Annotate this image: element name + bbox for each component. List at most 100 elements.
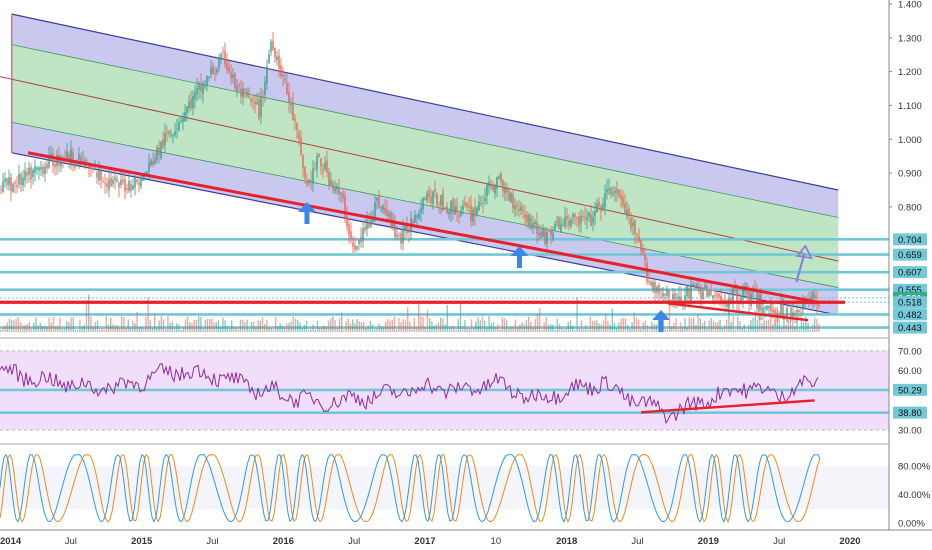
price-tag xyxy=(893,321,927,334)
candle-body xyxy=(436,193,438,206)
volume-bar xyxy=(455,329,457,332)
volume-bar xyxy=(90,316,92,332)
y-tick-label: 0.800 xyxy=(898,202,922,213)
candle-body xyxy=(422,197,424,210)
volume-bar xyxy=(79,319,81,332)
volume-bar xyxy=(145,317,147,332)
trendlines[interactable] xyxy=(0,151,845,322)
candle-body xyxy=(164,133,166,145)
volume-bar xyxy=(620,319,622,332)
volume-bar xyxy=(13,320,15,332)
candle-body xyxy=(560,224,562,232)
candle-body xyxy=(384,208,386,213)
channel-upper-line xyxy=(11,13,839,191)
candle-body xyxy=(44,166,46,174)
volume-bar xyxy=(26,324,28,332)
candle-body xyxy=(174,131,176,136)
candle-body xyxy=(646,263,648,282)
volume-bar xyxy=(189,321,191,332)
candle-body xyxy=(382,205,384,211)
candle-body xyxy=(400,233,402,244)
candle-body xyxy=(210,68,212,75)
candle-body xyxy=(710,290,712,296)
volume-bar xyxy=(550,324,552,332)
rsi-tick-label: 30.00 xyxy=(898,426,922,437)
volume-bar xyxy=(345,321,347,332)
volume-bar xyxy=(121,316,123,332)
price-panel[interactable] xyxy=(0,13,889,332)
volume-bar xyxy=(37,325,39,332)
volume-bar xyxy=(495,327,497,332)
volume-bar xyxy=(770,317,772,332)
volume-bar xyxy=(541,329,543,332)
descending-channel[interactable] xyxy=(0,13,839,316)
candle-body xyxy=(608,188,610,191)
volume-bar xyxy=(556,318,558,332)
candle-body xyxy=(488,182,490,187)
volume-bar xyxy=(613,322,616,332)
volume-bar xyxy=(99,329,101,332)
stoch-tick-label: 80.00% xyxy=(898,462,931,473)
volume-bar xyxy=(437,322,440,332)
volume-bar xyxy=(558,323,561,332)
candle-body xyxy=(340,192,342,195)
candle-body xyxy=(178,122,180,131)
rsi-panel[interactable] xyxy=(0,350,889,431)
candle-body xyxy=(442,193,444,211)
volume-bar xyxy=(255,326,257,332)
candle-body xyxy=(692,284,694,287)
volume-bar xyxy=(748,324,750,332)
volume-bar xyxy=(182,326,184,332)
volume-bar xyxy=(618,322,620,332)
candle-body xyxy=(312,168,314,184)
stochastic-panel[interactable] xyxy=(0,453,889,523)
candle-body xyxy=(432,191,434,204)
volume-bar xyxy=(149,319,151,332)
candle-body xyxy=(438,207,440,209)
volume-bar xyxy=(246,319,248,332)
candle-body xyxy=(10,177,12,192)
volume-bar xyxy=(666,329,668,332)
rsi-tick-label: 70.00 xyxy=(898,346,922,357)
candle-body xyxy=(62,161,64,163)
volume-bar xyxy=(393,316,396,332)
candle-body xyxy=(282,74,284,77)
candle-body xyxy=(336,186,338,190)
candle-body xyxy=(458,215,460,217)
candle-body xyxy=(614,190,616,193)
volume-bar xyxy=(715,322,717,332)
candle-body xyxy=(476,207,478,216)
volume-bar xyxy=(50,322,52,332)
volume-bar xyxy=(184,319,187,332)
volume-bar xyxy=(805,316,807,332)
candle-body xyxy=(528,214,530,225)
volume-bar xyxy=(629,328,631,332)
price-tag-label: 0.555 xyxy=(898,285,922,296)
candle-body xyxy=(66,151,68,159)
price-tags: 0.7040.6590.6070.5550.5310.5180.4820.443… xyxy=(893,233,927,419)
volume-bar xyxy=(708,320,710,332)
candle-body xyxy=(450,201,452,214)
volume-bar xyxy=(719,319,721,332)
bounce-arrow-shaft xyxy=(658,318,664,332)
volume-bar xyxy=(442,318,444,332)
candle-body xyxy=(324,162,326,170)
volume-bar xyxy=(127,319,129,332)
volume-bar xyxy=(349,323,352,332)
candle-body xyxy=(756,291,758,309)
volume-bar xyxy=(283,326,286,332)
candle-body xyxy=(338,187,340,194)
volume-bar xyxy=(543,322,545,332)
price-tag xyxy=(893,296,927,309)
candle-body xyxy=(142,174,144,181)
candle-body xyxy=(172,135,174,137)
volume-bar xyxy=(497,323,499,332)
candle-body xyxy=(388,213,390,217)
candle-body xyxy=(36,167,38,170)
volume-bar xyxy=(140,326,143,332)
volume-bar xyxy=(418,302,420,332)
candle-body xyxy=(780,302,782,314)
volume-bar xyxy=(697,313,699,332)
arrow-annotations[interactable] xyxy=(297,202,813,332)
